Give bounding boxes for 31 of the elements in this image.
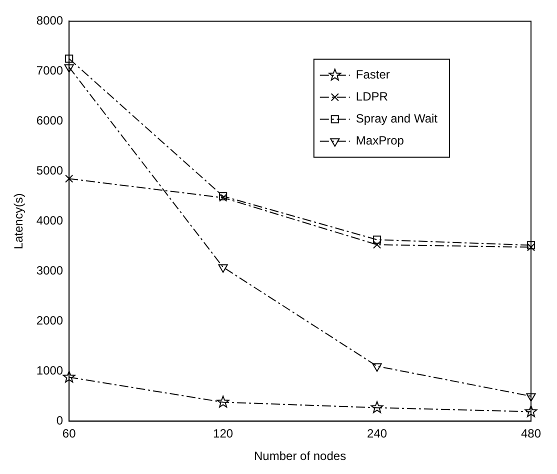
y-tick-label: 5000 (36, 164, 64, 178)
y-axis-title: Latency(s) (12, 193, 26, 250)
point (372, 236, 382, 244)
legend-label: Faster (356, 68, 390, 82)
point (524, 405, 538, 418)
x-tick-label: 60 (62, 426, 76, 441)
x-tick-label: 480 (520, 426, 542, 441)
point (65, 174, 74, 183)
point (526, 243, 536, 252)
point (216, 396, 230, 408)
x-axis-title: Number of nodes (254, 449, 346, 464)
y-tick-label: 7000 (36, 64, 64, 78)
y-tick-label: 0 (56, 414, 64, 428)
point (526, 241, 536, 250)
y-tick-label: 4000 (36, 214, 64, 228)
y-tick-label: 1000 (36, 364, 64, 378)
legend-label: Spray and Wait (356, 112, 438, 126)
y-tick-label: 8000 (36, 14, 64, 28)
point (64, 64, 74, 73)
x-tick-label: 240 (367, 426, 388, 441)
x-tick-label: 120 (213, 426, 234, 441)
legend-label: LDPR (356, 90, 388, 104)
point (372, 240, 382, 249)
y-tick-label: 2000 (36, 314, 64, 328)
point (62, 370, 76, 383)
legend-label: MaxProp (356, 134, 404, 148)
point (370, 401, 384, 414)
point (218, 264, 228, 273)
point (65, 54, 74, 63)
y-tick-label: 3000 (36, 264, 64, 278)
y-tick-label: 6000 (36, 114, 64, 128)
